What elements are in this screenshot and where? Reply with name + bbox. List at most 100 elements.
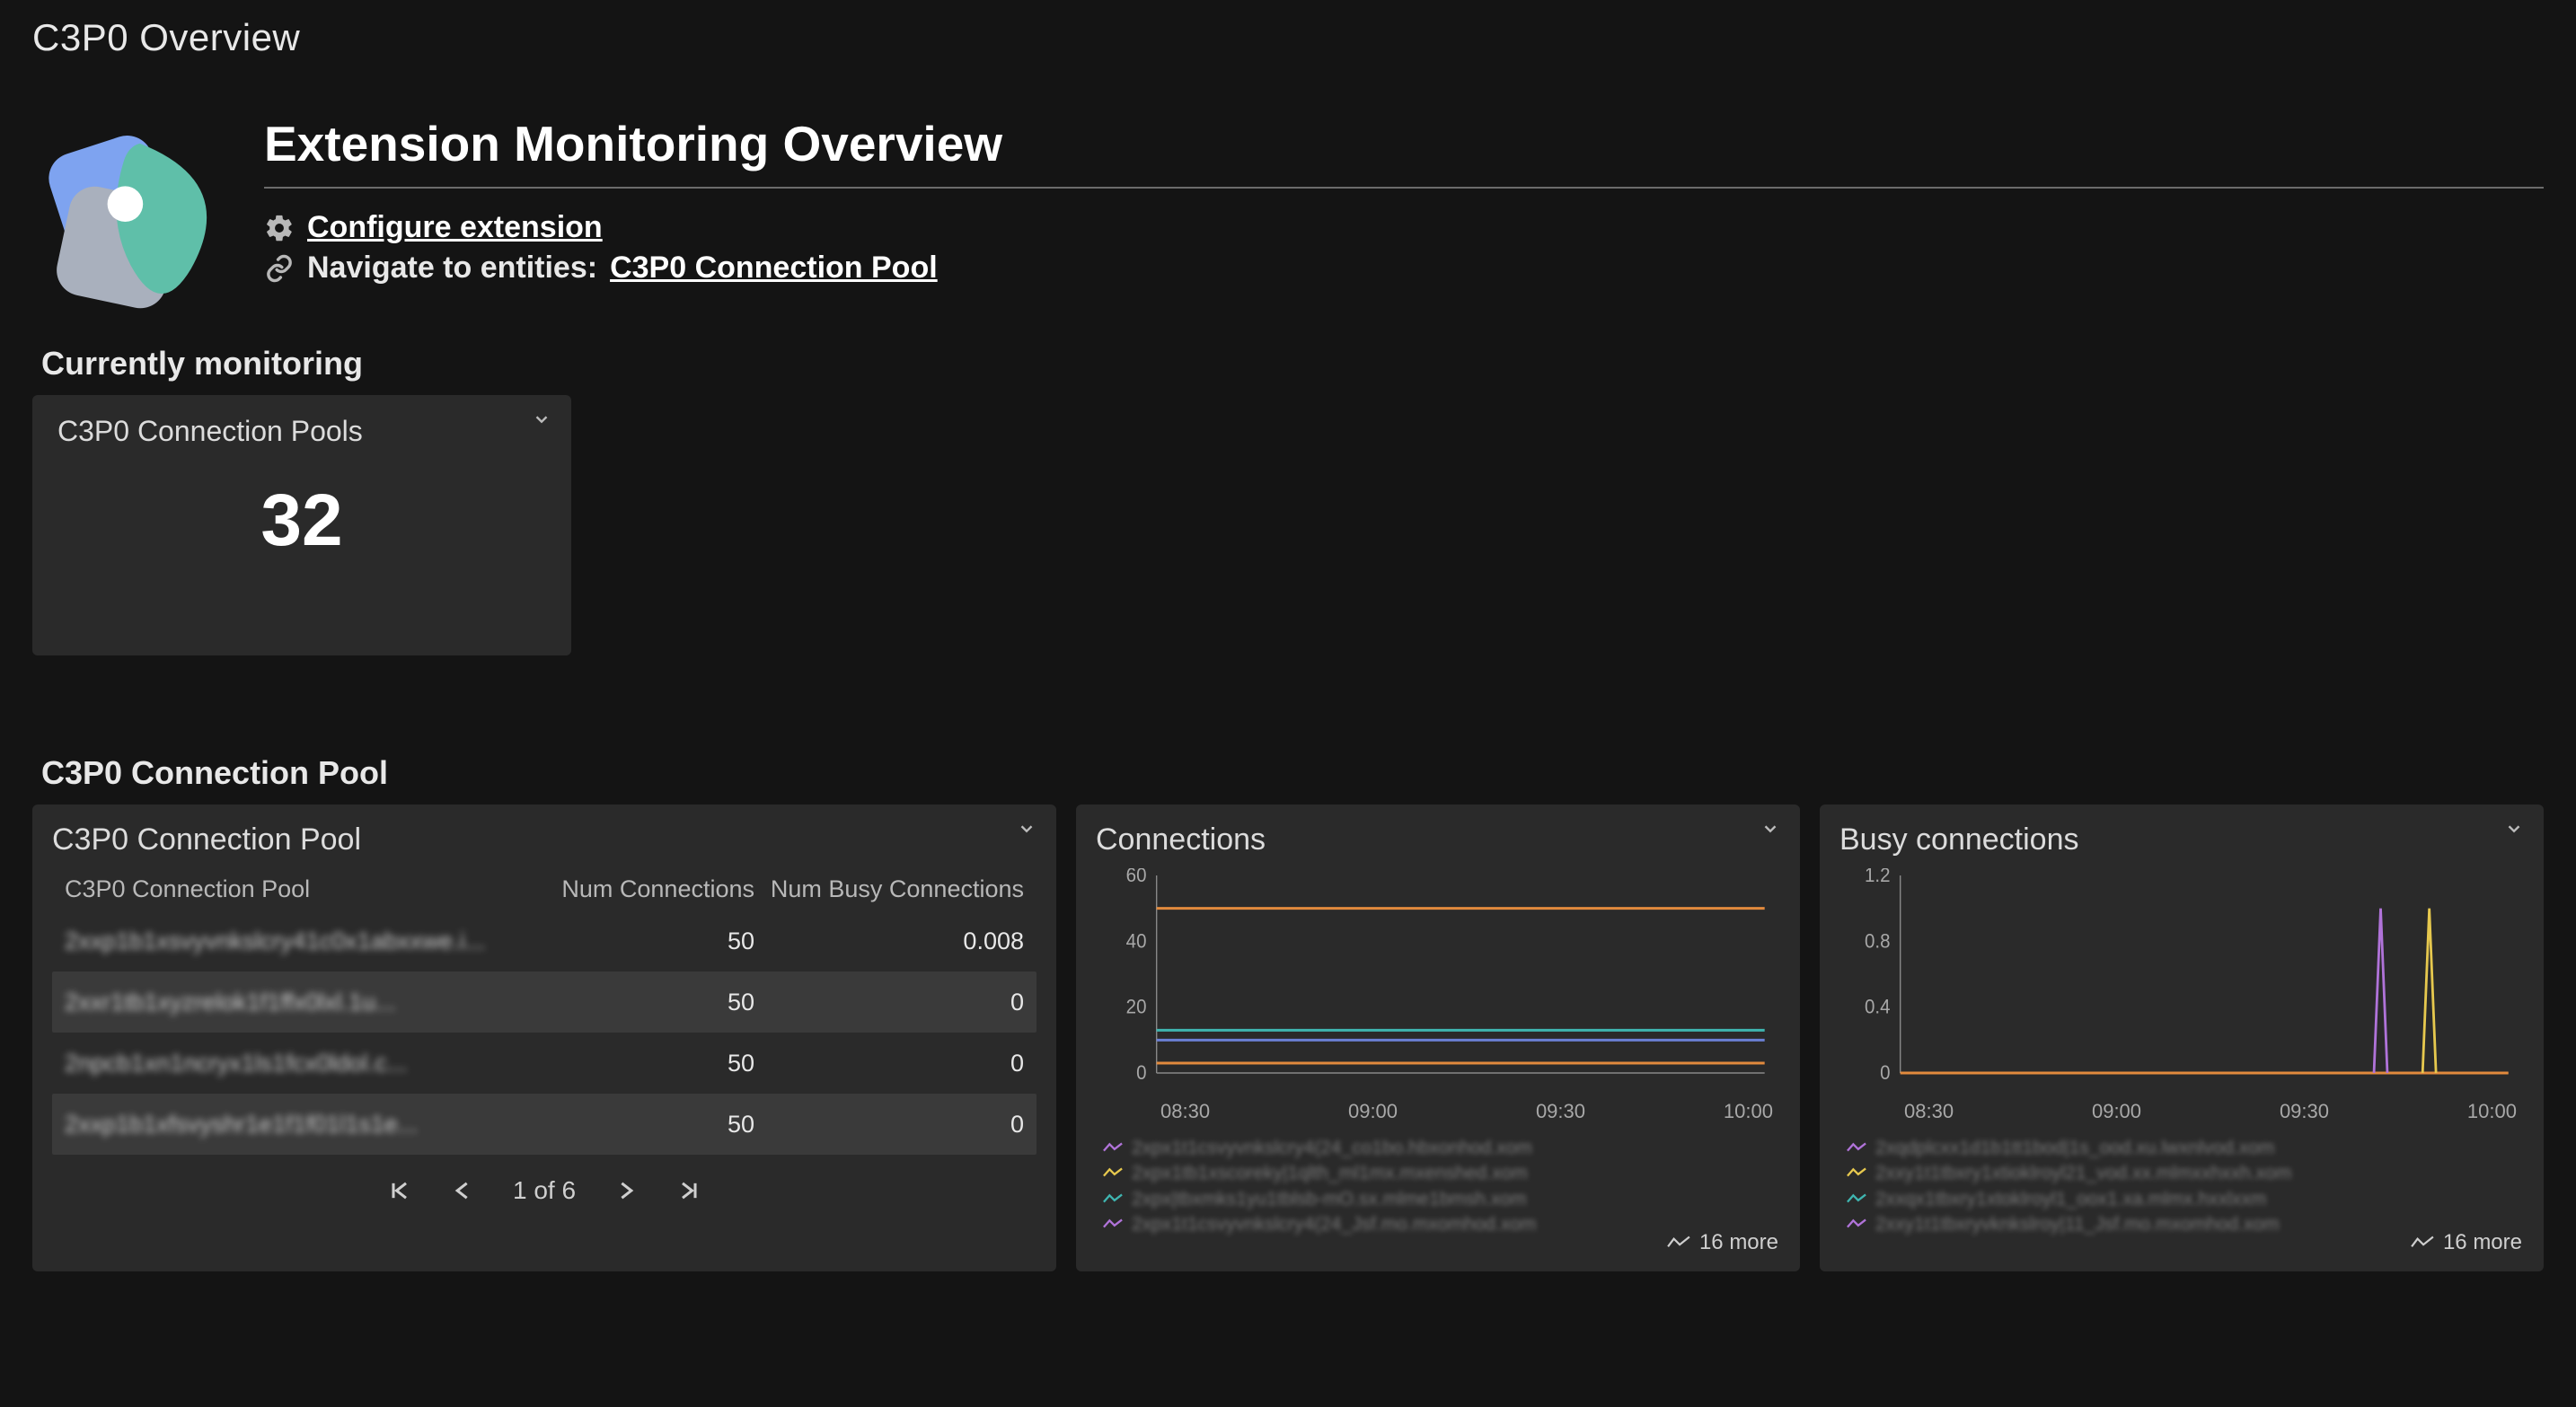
legend-swatch-icon: [1103, 1161, 1123, 1186]
pager-label: 1 of 6: [513, 1176, 576, 1205]
table-header-row: C3P0 Connection Pool Num Connections Num…: [52, 868, 1037, 910]
chart-legend: 2xpx1t1csvyvnkslcry4(24_co1bo.hbxonhod.x…: [1103, 1136, 1773, 1237]
x-tick-label: 09:00: [1348, 1100, 1398, 1123]
navigate-link-row: Navigate to entities: C3P0 Connection Po…: [264, 251, 2544, 286]
navigate-entities-link[interactable]: C3P0 Connection Pool: [610, 251, 938, 286]
panel-expand-icon[interactable]: [2504, 819, 2524, 844]
svg-text:0: 0: [1880, 1061, 1890, 1084]
legend-label: 2xpx|tbxmks1yu1tblsb-mO.sx.mlme1bmsh.xom: [1132, 1187, 1527, 1212]
cell-pool-name: 2xxp1b1xsvyvnkslcry41c0x1abxxwe.i...: [65, 928, 521, 955]
configure-link-row: Configure extension: [264, 210, 2544, 245]
legend-more[interactable]: 16 more: [1667, 1230, 1778, 1255]
legend-label: 2xpx1t1csvyvnkslcry4(24_co1bo.hbxonhod.x…: [1132, 1136, 1532, 1161]
navigate-prefix-label: Navigate to entities:: [307, 251, 597, 286]
th-busy: Num Busy Connections: [754, 875, 1024, 903]
busy-chart[interactable]: 0 0.4 0.8 1.2: [1847, 868, 2517, 1093]
currently-monitoring-heading: Currently monitoring: [41, 345, 2544, 383]
connections-chart-panel: Connections 0 20 40 60 08:30 09:00 09:30 10:00…: [1076, 805, 1800, 1271]
legend-label: 2xpx1t1csvyvnkslcry4(24_Jsf.mo.mxomhod.x…: [1132, 1212, 1537, 1237]
x-tick-label: 10:00: [1724, 1100, 1773, 1123]
legend-label: 2xxy1t1tbxry1xtioklroyl21_vod.xx.mlmxxhx…: [1875, 1161, 2291, 1186]
legend-item[interactable]: 2xpx1tb1xscoreky|1qlth_ml1mx.mxenshed.xo…: [1103, 1161, 1773, 1186]
panel-title: C3P0 Connection Pool: [52, 822, 1037, 857]
th-conn: Num Connections: [521, 875, 754, 903]
cell-num-connections: 50: [521, 989, 754, 1016]
th-pool: C3P0 Connection Pool: [65, 875, 521, 903]
link-icon: [264, 253, 295, 284]
legend-swatch-icon: [1847, 1212, 1866, 1237]
cell-pool-name: 2xxr1tb1xyzrelok1f1ffx0lxl.1u...: [65, 989, 521, 1016]
pool-table-panel: C3P0 Connection Pool C3P0 Connection Poo…: [32, 805, 1056, 1271]
table-row[interactable]: 2xxr1tb1xyzrelok1f1ffx0lxl.1u...500: [52, 972, 1037, 1033]
svg-text:0.8: 0.8: [1865, 930, 1891, 953]
pager-first-button[interactable]: [387, 1178, 412, 1203]
cell-num-connections: 50: [521, 928, 754, 955]
panels-row: C3P0 Connection Pool C3P0 Connection Poo…: [32, 805, 2544, 1271]
legend-swatch-icon: [1103, 1212, 1123, 1237]
svg-text:40: 40: [1126, 930, 1147, 953]
cell-num-busy: 0: [754, 1111, 1024, 1139]
table-row[interactable]: 2xxp1b1xfsvyshr1e1f1f01l1s1e...500: [52, 1094, 1037, 1155]
x-axis-labels: 08:30 09:00 09:30 10:00: [1904, 1100, 2517, 1123]
cell-num-connections: 50: [521, 1111, 754, 1139]
extension-title: Extension Monitoring Overview: [264, 115, 2544, 187]
tile-title: C3P0 Connection Pools: [57, 415, 546, 448]
pool-section-heading: C3P0 Connection Pool: [41, 754, 2544, 792]
cell-num-connections: 50: [521, 1050, 754, 1077]
legend-item[interactable]: 2xxqx1tbxry1xtoklroyl1_oox1.xa.mlmx.hxxl…: [1847, 1187, 2517, 1212]
tile-expand-icon[interactable]: [532, 409, 551, 435]
legend-label: 2xxqx1tbxry1xtoklroyl1_oox1.xa.mlmx.hxxl…: [1875, 1187, 2266, 1212]
gear-icon: [264, 213, 295, 243]
panel-expand-icon[interactable]: [1760, 819, 1780, 844]
divider: [264, 187, 2544, 189]
svg-text:20: 20: [1126, 996, 1147, 1018]
header-row: Extension Monitoring Overview Configure …: [32, 113, 2544, 311]
connections-chart[interactable]: 0 20 40 60: [1103, 868, 1773, 1093]
cell-num-busy: 0: [754, 1050, 1024, 1077]
svg-text:0.4: 0.4: [1865, 996, 1891, 1018]
legend-item[interactable]: 2xqdplcxx1d1b1tt1bod|1s_ood.xu.lwxnlvod.…: [1847, 1136, 2517, 1161]
chart-legend: 2xqdplcxx1d1b1tt1bod|1s_ood.xu.lwxnlvod.…: [1847, 1136, 2517, 1237]
x-axis-labels: 08:30 09:00 09:30 10:00: [1160, 1100, 1773, 1123]
table-row[interactable]: 2npcb1xn1ncryx1ls1fcx0ldol.c...500: [52, 1033, 1037, 1094]
legend-label: 2xxy1t1tbxryvknkslroy|11_Jsf.mo.mxomhod.…: [1875, 1212, 2280, 1237]
cell-num-busy: 0.008: [754, 928, 1024, 955]
legend-item[interactable]: 2xpx|tbxmks1yu1tblsb-mO.sx.mlme1bmsh.xom: [1103, 1187, 1773, 1212]
pager-last-button[interactable]: [676, 1178, 701, 1203]
legend-swatch-icon: [1103, 1187, 1123, 1212]
panel-expand-icon[interactable]: [1017, 819, 1037, 844]
busy-chart-panel: Busy connections 0 0.4 0.8 1.2 08:30 09:00 09…: [1820, 805, 2544, 1271]
pool-table: C3P0 Connection Pool Num Connections Num…: [52, 868, 1037, 1155]
legend-item[interactable]: 2xxy1t1tbxry1xtioklroyl21_vod.xx.mlmxxhx…: [1847, 1161, 2517, 1186]
svg-text:0: 0: [1136, 1061, 1146, 1084]
legend-label: 2xqdplcxx1d1b1tt1bod|1s_ood.xu.lwxnlvod.…: [1875, 1136, 2274, 1161]
extension-logo: [32, 113, 230, 311]
configure-extension-link[interactable]: Configure extension: [307, 210, 603, 245]
x-tick-label: 10:00: [2467, 1100, 2517, 1123]
pager-next-button[interactable]: [613, 1178, 639, 1203]
legend-item[interactable]: 2xpx1t1csvyvnkslcry4(24_co1bo.hbxonhod.x…: [1103, 1136, 1773, 1161]
legend-more-label: 16 more: [1699, 1230, 1778, 1255]
connection-pools-tile[interactable]: C3P0 Connection Pools 32: [32, 395, 571, 655]
legend-more-label: 16 more: [2443, 1230, 2522, 1255]
legend-swatch-icon: [1103, 1136, 1123, 1161]
cell-num-busy: 0: [754, 989, 1024, 1016]
svg-text:1.2: 1.2: [1865, 868, 1891, 886]
svg-text:60: 60: [1126, 868, 1147, 886]
x-tick-label: 08:30: [1160, 1100, 1210, 1123]
legend-more[interactable]: 16 more: [2411, 1230, 2522, 1255]
legend-label: 2xpx1tb1xscoreky|1qlth_ml1mx.mxenshed.xo…: [1132, 1161, 1528, 1186]
x-tick-label: 08:30: [1904, 1100, 1954, 1123]
legend-swatch-icon: [1847, 1161, 1866, 1186]
x-tick-label: 09:30: [1536, 1100, 1585, 1123]
panel-title: Busy connections: [1839, 822, 2524, 857]
table-row[interactable]: 2xxp1b1xsvyvnkslcry41c0x1abxxwe.i...500.…: [52, 910, 1037, 972]
legend-swatch-icon: [1847, 1187, 1866, 1212]
panel-title: Connections: [1096, 822, 1780, 857]
pager-prev-button[interactable]: [450, 1178, 475, 1203]
x-tick-label: 09:30: [2280, 1100, 2329, 1123]
legend-swatch-icon: [1847, 1136, 1866, 1161]
page-title: C3P0 Overview: [32, 16, 2544, 59]
cell-pool-name: 2xxp1b1xfsvyshr1e1f1f01l1s1e...: [65, 1111, 521, 1139]
x-tick-label: 09:00: [2092, 1100, 2141, 1123]
